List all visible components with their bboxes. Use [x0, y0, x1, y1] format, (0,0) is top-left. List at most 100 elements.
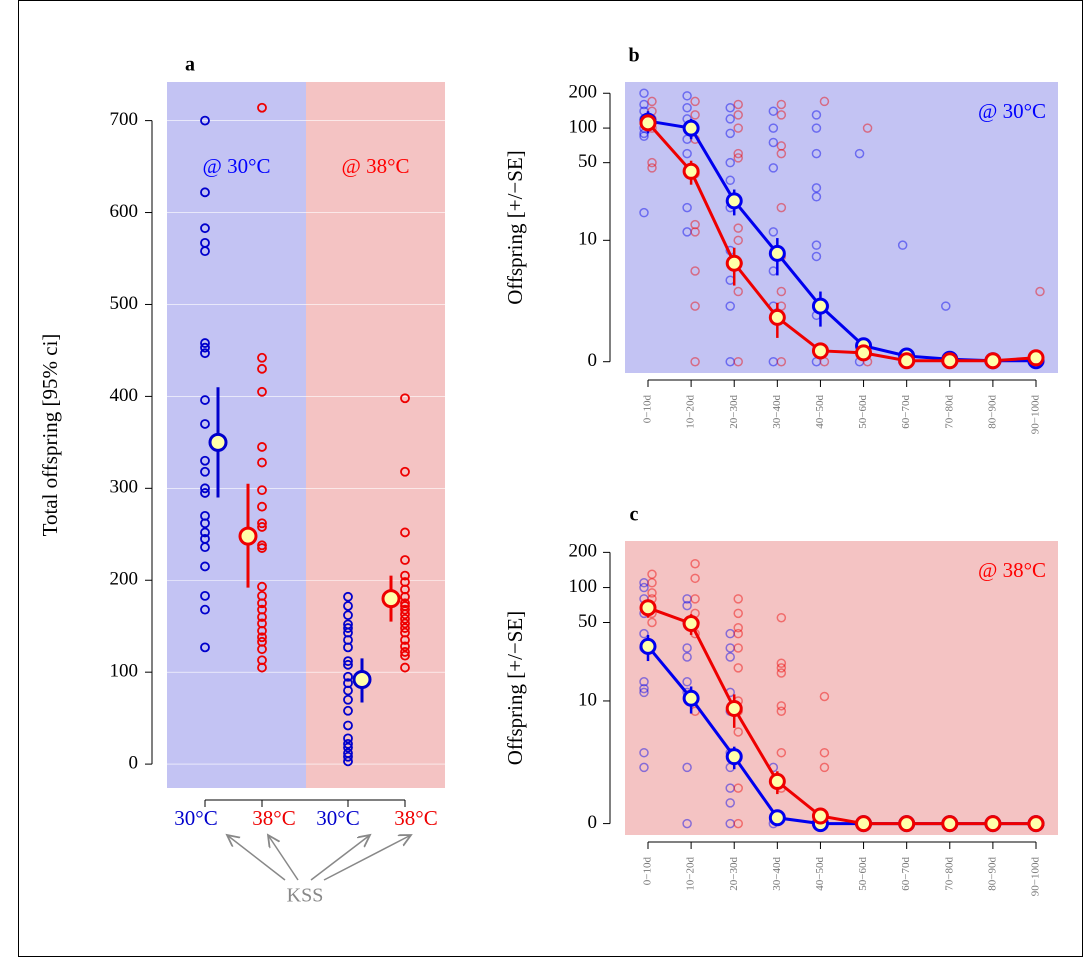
point [725, 818, 735, 829]
point [343, 642, 353, 653]
point [400, 641, 410, 652]
x-tick-label: 20−30d [728, 857, 740, 891]
mean-point [639, 114, 657, 132]
point [1035, 286, 1045, 297]
panel-annotation: @ 38°C [978, 558, 1046, 582]
point [690, 266, 700, 276]
point [257, 581, 267, 592]
point [200, 483, 210, 494]
point [400, 591, 410, 602]
point [343, 720, 353, 731]
x-tick-label: 10−20d [685, 857, 697, 891]
point [733, 608, 743, 619]
mean-point [768, 772, 786, 790]
point [682, 677, 692, 687]
mean-point [352, 670, 372, 690]
point [776, 286, 787, 297]
y-axis-label: Offspring [+/−SE] [503, 611, 527, 766]
point [200, 488, 210, 498]
point [682, 148, 692, 159]
point [200, 455, 210, 466]
point [639, 677, 649, 687]
mean-point [898, 352, 916, 370]
point [768, 163, 779, 173]
point [400, 647, 410, 657]
line [646, 121, 1037, 363]
point [400, 635, 410, 645]
point [400, 623, 410, 633]
mean-point [682, 689, 700, 707]
point [725, 643, 735, 653]
x-tick-label: 30°C [174, 806, 217, 830]
point [682, 91, 692, 101]
point [776, 202, 787, 213]
point [733, 628, 743, 639]
point [647, 157, 657, 168]
point [257, 442, 267, 452]
point [400, 609, 410, 620]
point [257, 625, 267, 636]
point [257, 363, 267, 374]
kss-arrow [323, 835, 411, 881]
point [200, 561, 210, 572]
point [854, 148, 865, 159]
line [647, 606, 1036, 826]
point [776, 99, 787, 110]
point [639, 99, 649, 110]
point [811, 183, 822, 193]
point [862, 123, 873, 133]
x-tick-label: 10−20d [685, 395, 697, 429]
panel-label: c [630, 504, 639, 526]
point [811, 251, 822, 262]
point [733, 727, 743, 737]
y-tick-label: 50 [578, 151, 597, 172]
point [257, 457, 267, 468]
point [690, 227, 700, 237]
point [639, 207, 649, 218]
point [200, 246, 210, 257]
point [768, 106, 779, 116]
x-tick-label: 20−30d [728, 395, 740, 429]
point [400, 613, 410, 624]
point [200, 187, 210, 198]
point [733, 153, 743, 163]
point [257, 501, 267, 512]
point [819, 691, 830, 702]
point [400, 393, 410, 404]
mean-point [1027, 349, 1045, 367]
point [200, 223, 210, 234]
point [257, 632, 267, 643]
mean-point [639, 599, 657, 617]
point [343, 756, 353, 767]
x-tick-label: 80−90d [986, 395, 998, 429]
point [776, 663, 787, 673]
point [257, 386, 267, 397]
frame [18, 0, 1083, 957]
point [343, 738, 353, 749]
mean-point [898, 815, 916, 833]
point [733, 783, 743, 793]
point [733, 148, 743, 159]
point [400, 570, 410, 581]
x-tick-label: 50−60d [857, 395, 869, 429]
point [725, 783, 735, 793]
point [733, 99, 743, 110]
x-tick-label: 60−70d [900, 395, 912, 429]
mean-point [768, 809, 786, 827]
point [725, 157, 735, 168]
point [690, 558, 700, 569]
region-label: @ 38°C [342, 154, 410, 178]
x-tick-label: 38°C [252, 806, 295, 830]
point [400, 555, 410, 565]
x-tick-label: 50−60d [857, 857, 869, 891]
point [733, 643, 743, 653]
point [811, 148, 822, 159]
point [400, 466, 410, 477]
point [690, 110, 700, 120]
point [690, 96, 700, 107]
point [725, 652, 735, 662]
y-tick-label: 700 [110, 109, 139, 130]
point [682, 652, 692, 662]
point [257, 644, 267, 655]
